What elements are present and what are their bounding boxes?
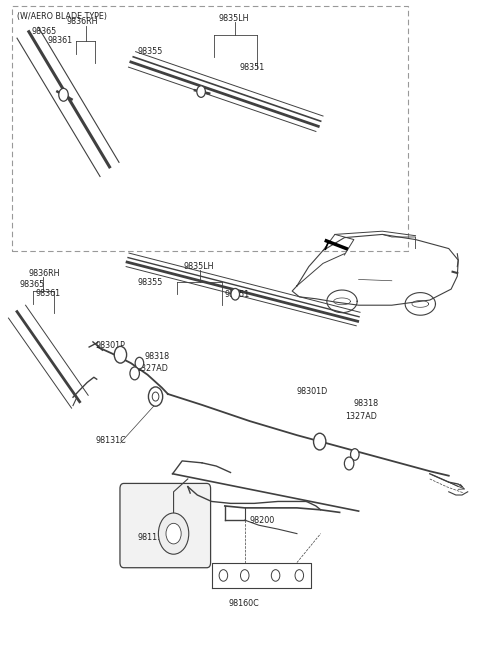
- Text: 98361: 98361: [48, 36, 73, 45]
- Text: 98365: 98365: [31, 27, 57, 36]
- Text: 98200: 98200: [250, 516, 275, 524]
- Circle shape: [166, 523, 181, 544]
- Text: 98318: 98318: [354, 399, 379, 408]
- Bar: [12, 6, 408, 251]
- Text: (W/AERO BLADE TYPE): (W/AERO BLADE TYPE): [17, 12, 107, 21]
- Text: 1327AD: 1327AD: [345, 412, 377, 421]
- Circle shape: [219, 570, 228, 582]
- Circle shape: [135, 358, 144, 369]
- Circle shape: [295, 570, 303, 582]
- Circle shape: [158, 513, 189, 554]
- Circle shape: [130, 367, 139, 380]
- Text: 9836RH: 9836RH: [67, 17, 98, 26]
- Text: 98355: 98355: [138, 47, 163, 56]
- FancyBboxPatch shape: [120, 484, 211, 568]
- Circle shape: [231, 288, 240, 300]
- Circle shape: [240, 570, 249, 582]
- Text: 98111: 98111: [138, 533, 163, 542]
- Text: 9835LH: 9835LH: [219, 14, 249, 23]
- Circle shape: [271, 570, 280, 582]
- Circle shape: [59, 88, 68, 101]
- Text: 1327AD: 1327AD: [137, 364, 168, 373]
- Circle shape: [148, 387, 163, 406]
- Text: 9835LH: 9835LH: [183, 262, 214, 271]
- Circle shape: [152, 392, 159, 401]
- Text: 98365: 98365: [19, 280, 45, 289]
- Text: 9836RH: 9836RH: [29, 269, 60, 278]
- Text: 98355: 98355: [138, 278, 163, 287]
- Text: 98318: 98318: [144, 352, 169, 361]
- Text: 98361: 98361: [35, 289, 60, 298]
- Circle shape: [197, 86, 205, 97]
- Text: 98160C: 98160C: [228, 599, 259, 608]
- Text: 98351: 98351: [225, 290, 250, 299]
- Text: 98351: 98351: [240, 64, 265, 72]
- Circle shape: [313, 434, 326, 450]
- Circle shape: [344, 457, 354, 470]
- Circle shape: [114, 347, 127, 363]
- Text: 98131C: 98131C: [96, 436, 126, 445]
- Text: 98301P: 98301P: [96, 341, 125, 350]
- Circle shape: [350, 448, 359, 460]
- Text: 98301D: 98301D: [297, 387, 328, 396]
